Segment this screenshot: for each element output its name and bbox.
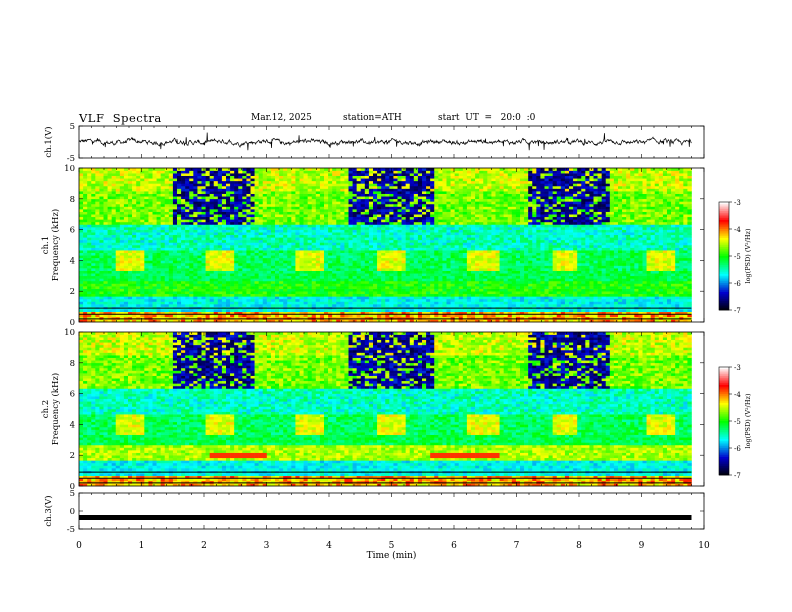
y-tick-label: 6 <box>70 226 75 236</box>
ch1-ylabel-frequency: Frequency (kHz) <box>50 209 61 281</box>
x-tick-label: 9 <box>639 541 645 551</box>
ch1-waveform-frame <box>79 126 704 158</box>
colorbar-label: log(PSD) (V²/Hz) <box>744 393 752 448</box>
ch3-waveform-frame <box>79 493 704 529</box>
colorbar-tick-label: -4 <box>734 391 741 399</box>
x-tick-label: 2 <box>201 541 207 551</box>
colorbar-tick-label: -5 <box>734 418 741 426</box>
y-tick-label: 10 <box>64 328 75 338</box>
x-tick-label: 10 <box>698 541 710 551</box>
x-tick-label: 5 <box>389 541 395 551</box>
x-tick-label: 4 <box>326 541 332 551</box>
ch1-spectrogram-panel: 10 8 6 4 2 0 ch.1 Frequency (kHz) <box>41 164 704 328</box>
ch1-colorbar: -3 -4 -5 -6 -7 log(PSD) (V²/Hz) <box>719 199 752 315</box>
ch1-heatmap-cells <box>79 168 692 322</box>
colorbar-tick-label: -6 <box>734 280 741 288</box>
x-axis-title: Time (min) <box>367 550 417 561</box>
colorbar-tick-label: -6 <box>734 445 741 453</box>
y-tick-label: 4 <box>70 256 75 266</box>
ch2-heatmap-cells <box>79 332 692 486</box>
ch1-waveform-panel: 5 -5 ch.1(V) <box>43 122 704 164</box>
y-tick-label: 6 <box>70 390 75 400</box>
colorbar-tick-label: -4 <box>734 226 741 234</box>
colorbar-tick-label: -3 <box>734 199 741 207</box>
y-tick-label: 8 <box>70 195 75 205</box>
x-tick-label: 0 <box>76 541 82 551</box>
y-tick-label: 4 <box>70 420 75 430</box>
y-tick-label: 10 <box>64 164 75 174</box>
ch2-ylabel-frequency: Frequency (kHz) <box>50 373 61 445</box>
colorbar-tick-label: -3 <box>734 364 741 372</box>
y-tick-label: 2 <box>70 451 75 461</box>
colorbar-tick-label: -5 <box>734 253 741 261</box>
ch2-ylabel-channel: ch.2 <box>41 400 51 418</box>
ch1-ylabel-channel: ch.1 <box>41 236 51 254</box>
ch2-colorbar: -3 -4 -5 -6 -7 log(PSD) (V²/Hz) <box>719 364 752 480</box>
y-tick-label: 0 <box>70 507 75 517</box>
x-tick-label: 6 <box>451 541 457 551</box>
x-tick-label: 8 <box>576 541 582 551</box>
x-tick-label: 3 <box>264 541 270 551</box>
ch3-waveform-panel: 5 0 -5 ch.3(V) <box>43 489 704 535</box>
colorbar-label: log(PSD) (V²/Hz) <box>744 228 752 283</box>
x-tick-label: 1 <box>139 541 145 551</box>
time-axis: 0 1 2 3 4 5 6 7 8 9 10 Time (min) <box>76 541 710 561</box>
vlf-figure: 5-5ch.1(V) 1086420ch.1 Frequency (kHz) 10… <box>0 0 792 612</box>
x-tick-label: 7 <box>514 541 520 551</box>
colorbar-tick-label: -7 <box>734 307 741 315</box>
y-tick-label: 5 <box>70 122 75 132</box>
colorbar-tick-label: -7 <box>734 472 741 480</box>
ch3-ylabel: ch.3(V) <box>43 495 54 526</box>
y-tick-label: -5 <box>67 154 75 164</box>
y-tick-label: 0 <box>70 318 75 328</box>
ch1-waveform-line <box>79 133 692 151</box>
colorbars: -3 -4 -5 -6 -7 log(PSD) (V²/Hz) -3 -4 -5 -6 -7 log(… <box>719 199 752 480</box>
ch1-ylabel: ch.1(V) <box>43 126 54 157</box>
y-tick-label: 5 <box>70 489 75 499</box>
y-tick-label: 8 <box>70 359 75 369</box>
y-tick-label: 2 <box>70 287 75 297</box>
y-tick-label: -5 <box>67 525 75 535</box>
